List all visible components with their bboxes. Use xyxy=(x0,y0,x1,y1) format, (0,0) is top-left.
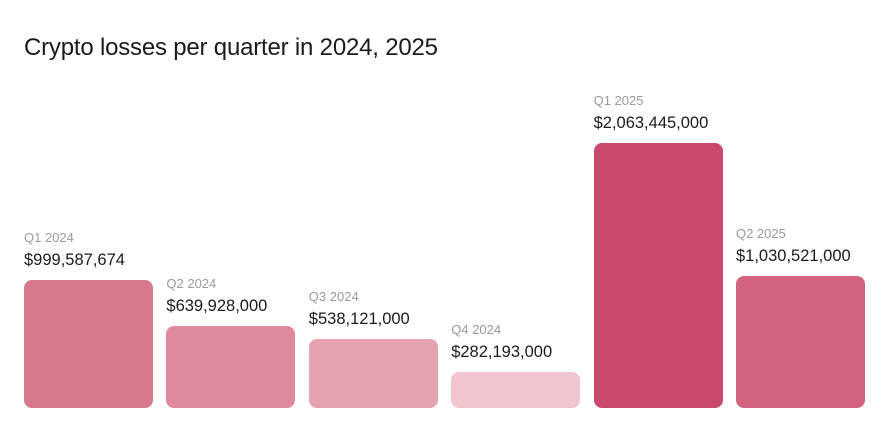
bar-q1-2024 xyxy=(24,279,153,408)
category-label: Q2 2025 xyxy=(736,225,786,241)
bar-q3-2024 xyxy=(308,338,438,408)
bar-q4-2024 xyxy=(451,371,581,408)
category-label: Q3 2024 xyxy=(308,288,359,304)
category-label: Q4 2024 xyxy=(451,321,502,337)
value-label: $2,063,445,000 xyxy=(593,114,709,132)
value-label: $538,121,000 xyxy=(308,309,410,328)
bar-q2-2025 xyxy=(736,275,865,408)
bar-q1-2025 xyxy=(593,143,723,408)
category-label: Q1 2024 xyxy=(24,229,74,245)
category-label: Q1 2025 xyxy=(593,93,644,108)
value-label: $639,928,000 xyxy=(166,296,268,315)
category-label: Q2 2024 xyxy=(166,275,217,291)
bar-q2-2024 xyxy=(166,325,296,408)
value-label: $1,030,521,000 xyxy=(736,246,851,265)
chart-title: Crypto losses per quarter in 2024, 2025 xyxy=(24,34,438,61)
value-label: $282,193,000 xyxy=(451,342,553,361)
value-label: $999,587,674 xyxy=(24,250,125,269)
